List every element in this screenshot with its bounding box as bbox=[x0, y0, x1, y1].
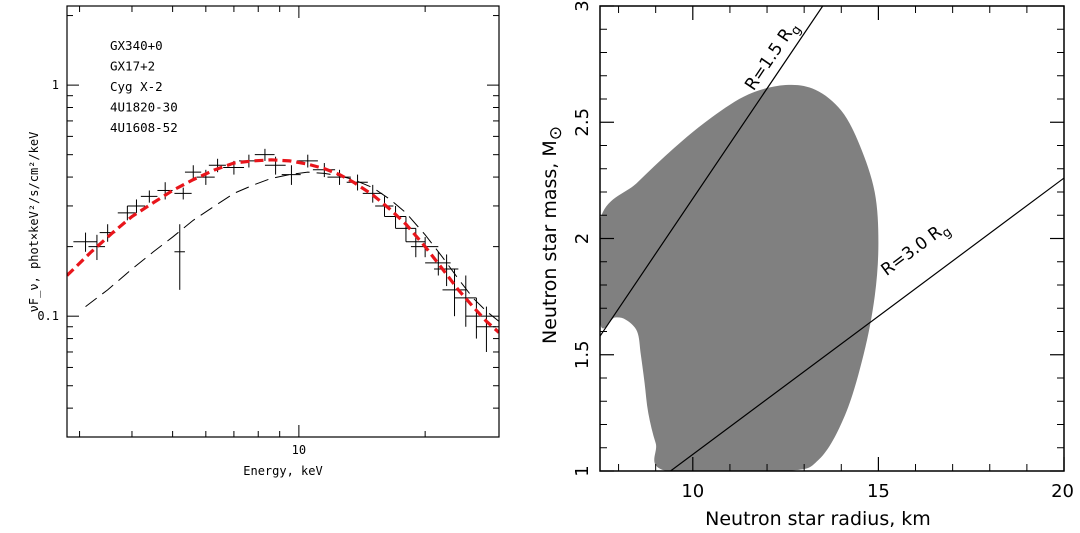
data-point bbox=[174, 224, 185, 290]
y-tick-label-group: 3 bbox=[572, 0, 593, 11]
radius-line-label: R=3.0 Rg bbox=[878, 217, 955, 283]
y-tick-label-group: 2.5 bbox=[572, 108, 593, 137]
data-point bbox=[454, 275, 477, 327]
spectrum-frame bbox=[66, 5, 500, 438]
svg-text:Neutron star mass, M⊙: Neutron star mass, M⊙ bbox=[539, 126, 566, 344]
y-tick-label-group: 1 bbox=[572, 465, 593, 476]
mass-radius-chart: 10 15 20 1 1.5 2 2.5 3 R=1.5 Rg R=3.0 Rg Neutron… bbox=[539, 0, 1074, 530]
mass-radius-y-axis-label: Neutron star mass, M bbox=[539, 140, 561, 344]
reference-model-curve bbox=[85, 171, 499, 322]
legend-entry: 4U1608-52 bbox=[110, 120, 178, 135]
data-point bbox=[88, 234, 106, 261]
data-point bbox=[465, 297, 487, 339]
y-tick-label: 2.5 bbox=[572, 108, 593, 137]
fit-model-curve bbox=[67, 158, 499, 334]
radius-line-label: R=1.5 Rg bbox=[741, 18, 805, 97]
x-tick-label: 15 bbox=[867, 481, 890, 502]
y-tick-label-group: 2 bbox=[572, 233, 593, 244]
data-point bbox=[384, 205, 406, 229]
data-point bbox=[476, 306, 496, 352]
data-point bbox=[281, 165, 301, 185]
y-tick-label-group: 1.5 bbox=[572, 340, 593, 369]
x-tick-label: 20 bbox=[1051, 481, 1074, 502]
radius-line-label-main: R=3.0 R bbox=[878, 222, 946, 280]
y-tick-label: 2 bbox=[572, 233, 593, 244]
radius-line-label-text: R=1.5 Rg bbox=[741, 18, 805, 97]
allowed-region bbox=[600, 84, 879, 471]
mass-radius-x-axis-label: Neutron star radius, km bbox=[705, 508, 931, 530]
data-point bbox=[117, 205, 137, 221]
spectrum-legend: GX340+0 GX17+2 Cyg X-2 4U1820-30 4U1608-52 bbox=[110, 38, 178, 135]
legend-entry: GX340+0 bbox=[110, 38, 163, 53]
data-point bbox=[254, 148, 275, 161]
data-point bbox=[73, 232, 97, 252]
legend-entry: GX17+2 bbox=[110, 59, 155, 74]
y-tick-label: 1.5 bbox=[572, 340, 593, 369]
y-tick-label: 1 bbox=[52, 78, 59, 92]
data-point bbox=[405, 228, 426, 258]
data-point bbox=[442, 269, 466, 317]
mass-radius-ticks: 10 15 20 1 1.5 2 2.5 3 bbox=[572, 0, 1074, 502]
x-tick-label: 10 bbox=[681, 481, 704, 502]
radius-line-label-main: R=1.5 R bbox=[741, 25, 797, 95]
mass-radius-y-axis-label-group: Neutron star mass, M⊙ bbox=[539, 126, 566, 344]
mass-radius-plot-area bbox=[600, 6, 1064, 471]
radius-constraint-line bbox=[600, 6, 824, 337]
radius-line-label-text: R=3.0 Rg bbox=[878, 217, 955, 283]
spectrum-x-axis-label: Energy, keV bbox=[243, 464, 322, 478]
solar-symbol: ⊙ bbox=[546, 126, 566, 140]
radius-constraint-line bbox=[670, 177, 1064, 471]
y-tick-label: 0.1 bbox=[37, 309, 59, 323]
data-point bbox=[297, 154, 318, 168]
data-point bbox=[184, 165, 202, 180]
data-point bbox=[395, 216, 416, 242]
legend-entry: Cyg X-2 bbox=[110, 79, 163, 94]
y-tick-label: 3 bbox=[572, 0, 593, 11]
spectrum-y-axis-label: νF_ν, phot×keV²/s/cm²/keV bbox=[27, 132, 41, 313]
legend-entry: 4U1820-30 bbox=[110, 100, 178, 115]
data-point bbox=[174, 187, 192, 200]
spectrum-plot-area bbox=[67, 148, 499, 352]
y-tick-label: 1 bbox=[572, 465, 593, 476]
spectrum-ticks: 100.11 bbox=[37, 6, 500, 457]
data-point bbox=[346, 174, 368, 191]
data-point bbox=[362, 184, 383, 203]
data-point bbox=[127, 199, 146, 213]
x-tick-label: 10 bbox=[292, 443, 306, 457]
data-point bbox=[327, 169, 351, 185]
data-point bbox=[140, 190, 158, 203]
